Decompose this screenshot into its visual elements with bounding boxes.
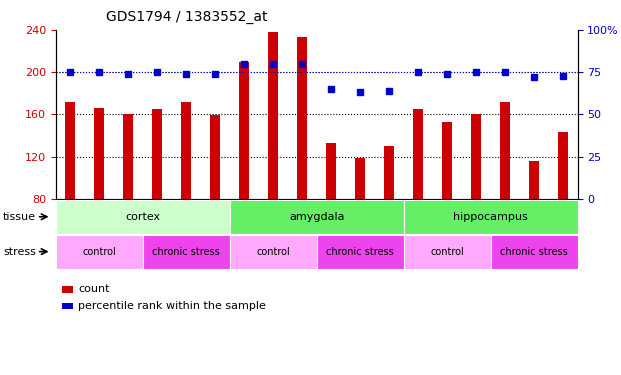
Bar bbox=[529, 161, 539, 199]
Text: cortex: cortex bbox=[125, 212, 160, 222]
Text: chronic stress: chronic stress bbox=[500, 247, 568, 256]
Text: control: control bbox=[430, 247, 464, 256]
Text: GSM53303: GSM53303 bbox=[530, 201, 538, 247]
Text: control: control bbox=[256, 247, 290, 256]
Bar bbox=[326, 143, 337, 199]
Text: GSM53312: GSM53312 bbox=[182, 201, 191, 247]
Bar bbox=[123, 114, 134, 199]
Text: chronic stress: chronic stress bbox=[152, 247, 220, 256]
Text: control: control bbox=[83, 247, 116, 256]
Text: GSM53311: GSM53311 bbox=[153, 201, 162, 247]
Bar bbox=[384, 146, 394, 199]
Text: GSM53302: GSM53302 bbox=[501, 201, 510, 247]
Text: stress: stress bbox=[3, 247, 36, 256]
Text: tissue: tissue bbox=[3, 212, 36, 222]
Bar bbox=[268, 32, 278, 199]
Text: GSM53309: GSM53309 bbox=[443, 201, 451, 247]
Text: GDS1794 / 1383552_at: GDS1794 / 1383552_at bbox=[106, 10, 267, 24]
Text: percentile rank within the sample: percentile rank within the sample bbox=[78, 301, 266, 311]
Text: chronic stress: chronic stress bbox=[326, 247, 394, 256]
Text: GSM53310: GSM53310 bbox=[471, 201, 481, 247]
Bar bbox=[442, 122, 452, 199]
Bar bbox=[210, 116, 220, 199]
Text: GSM53313: GSM53313 bbox=[211, 201, 220, 247]
Bar bbox=[152, 109, 163, 199]
Bar bbox=[355, 158, 365, 199]
Text: GSM53315: GSM53315 bbox=[95, 201, 104, 247]
Text: GSM53306: GSM53306 bbox=[269, 201, 278, 247]
Bar bbox=[471, 114, 481, 199]
Bar bbox=[181, 102, 191, 199]
Bar bbox=[297, 38, 307, 199]
Bar bbox=[413, 109, 424, 199]
Bar bbox=[94, 108, 104, 199]
Text: hippocampus: hippocampus bbox=[453, 212, 528, 222]
Bar bbox=[239, 62, 250, 199]
Bar bbox=[65, 102, 76, 199]
Text: GSM53314: GSM53314 bbox=[66, 201, 75, 247]
Bar bbox=[500, 102, 510, 199]
Text: GSM53299: GSM53299 bbox=[327, 201, 336, 247]
Bar bbox=[558, 132, 568, 199]
Text: amygdala: amygdala bbox=[289, 212, 345, 222]
Text: count: count bbox=[78, 284, 110, 294]
Text: GSM53307: GSM53307 bbox=[297, 201, 307, 247]
Text: GSM53300: GSM53300 bbox=[356, 201, 365, 247]
Text: GSM53316: GSM53316 bbox=[124, 201, 133, 247]
Text: GSM53301: GSM53301 bbox=[384, 201, 394, 247]
Text: GSM53308: GSM53308 bbox=[414, 201, 423, 247]
Text: GSM53305: GSM53305 bbox=[240, 201, 249, 247]
Text: GSM53304: GSM53304 bbox=[558, 201, 568, 247]
